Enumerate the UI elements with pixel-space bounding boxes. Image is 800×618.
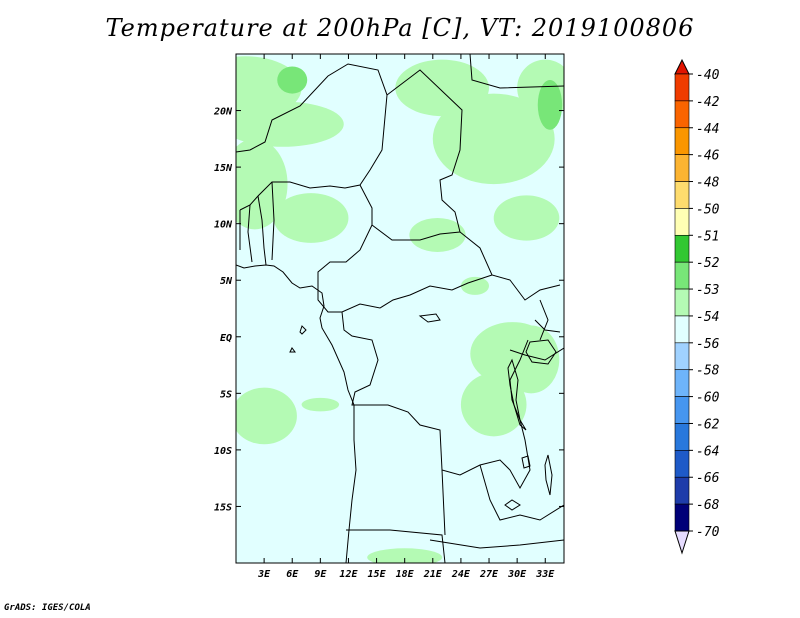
- map-title: Temperature at 200hPa [C], VT: 201910080…: [105, 14, 695, 42]
- colorbar-swatch: [674, 100, 690, 129]
- colorbar-swatch: [674, 369, 690, 397]
- lon-tick-label: 3E: [257, 569, 271, 580]
- car-borders: [317, 224, 493, 313]
- west-africa-coastline: [236, 264, 357, 563]
- nigeria-cameroon-border: [359, 184, 461, 241]
- west-african-inland-borders: [239, 181, 275, 266]
- lon-tick-label: 24E: [451, 569, 471, 580]
- colorbar-top-arrow: [674, 58, 690, 75]
- grads-credit: GrADS: IGES/COLA: [4, 603, 91, 613]
- field-area--53-13: [236, 387, 297, 445]
- colorbar-swatch: [674, 261, 690, 290]
- field-area--53-3: [273, 193, 349, 243]
- lon-tick-label: 15E: [368, 569, 387, 580]
- field-area--53-2: [236, 138, 288, 230]
- colorbar-label: -48: [696, 176, 720, 191]
- lon-tick-label: 18E: [396, 569, 415, 580]
- field-area--53-9: [460, 276, 490, 295]
- map-frame: [235, 53, 565, 564]
- lat-tick-label: 10S: [214, 446, 232, 457]
- field-area--53-15: [367, 548, 443, 563]
- lon-tick-label: 6E: [286, 569, 299, 580]
- colorbar-swatch: [674, 208, 690, 236]
- colorbar-label: -56: [696, 337, 720, 352]
- latitude-axis: 20N 15N 10N 5N EQ 5S 10S 15S: [213, 107, 564, 513]
- lake-tanganyika: [507, 358, 527, 431]
- lat-tick-label: EQ: [220, 333, 232, 344]
- northern-borders: [236, 63, 388, 211]
- lat-tick-label: 15N: [214, 163, 233, 174]
- colorbar-swatch: [674, 127, 690, 155]
- lon-tick-label: 30E: [507, 569, 527, 580]
- colorbar-swatch: [674, 450, 690, 478]
- field-area--52-0: [277, 66, 308, 94]
- colorbar-label: -50: [696, 202, 720, 217]
- lon-tick-label: 9E: [314, 569, 327, 580]
- temperature-field-layer: [236, 56, 564, 563]
- colorbar-swatch: [674, 73, 690, 102]
- colorbar-label: -68: [696, 498, 720, 513]
- inland-lakes-small: [418, 313, 531, 511]
- colorbar-swatch: [674, 396, 690, 424]
- colorbar-swatch: [674, 476, 690, 505]
- coastlines-and-borders: [236, 54, 564, 563]
- lat-tick-label: 15S: [214, 502, 232, 513]
- chad-sudan-border: [386, 69, 561, 301]
- colorbar-bottom-arrow: [674, 530, 690, 555]
- colorbar-label: -58: [696, 364, 720, 379]
- field-area--53-11: [460, 372, 527, 437]
- lon-tick-label: 12E: [339, 569, 358, 580]
- colorbar-label: -51: [696, 229, 719, 244]
- colorbar-label: -64: [696, 444, 719, 459]
- colorbar-swatch: [674, 423, 690, 451]
- colorbar-label: -62: [696, 417, 720, 432]
- colorbar-label: -46: [696, 149, 720, 164]
- field-area--53-8: [493, 195, 560, 241]
- colorbar-swatch: [674, 315, 690, 344]
- colorbar-label: -52: [696, 256, 720, 271]
- colorbar-swatch: [674, 234, 690, 263]
- lat-tick-label: 10N: [214, 220, 233, 231]
- lon-tick-label: 33E: [535, 569, 555, 580]
- colorbar-swatch: [674, 154, 690, 182]
- colorbar-swatch: [674, 342, 690, 371]
- colorbar-label: -53: [696, 283, 719, 298]
- longitude-axis: 3E 6E 9E 12E 15E 18E 21E 24E 27E 30E 33E: [257, 54, 555, 580]
- colorbar-label: -42: [696, 95, 720, 110]
- colorbar-label: -44: [696, 122, 719, 137]
- field-area--53-14: [301, 397, 340, 412]
- colorbar-label: -40: [696, 68, 720, 83]
- lake-malawi: [544, 454, 553, 496]
- field-area--52-1: [537, 80, 563, 130]
- lat-tick-label: 5N: [220, 276, 233, 287]
- colorbar-label: -66: [696, 471, 720, 486]
- colorbar-label: -60: [696, 391, 720, 406]
- colorbar-swatch: [674, 503, 690, 532]
- colorbar-label: -70: [696, 525, 720, 540]
- lon-tick-label: 27E: [479, 569, 499, 580]
- colorbar-label: -54: [696, 310, 719, 325]
- field-area--53-5: [432, 93, 555, 185]
- sao-tome-islands: [289, 325, 307, 353]
- lake-victoria: [525, 339, 557, 365]
- east-african-borders: [469, 54, 564, 361]
- lat-tick-label: 5S: [220, 389, 232, 400]
- lat-tick-label: 20N: [213, 107, 233, 118]
- colorbar-swatch: [674, 181, 690, 209]
- colorbar: -40 -42 -44 -46 -48 -50 -51 -52 -53 -54 -56 -58 -60 -…: [674, 58, 720, 555]
- field-area--53-1: [236, 101, 344, 147]
- southern-borders: [346, 464, 564, 563]
- lon-tick-label: 21E: [423, 569, 443, 580]
- colorbar-swatch: [674, 288, 690, 317]
